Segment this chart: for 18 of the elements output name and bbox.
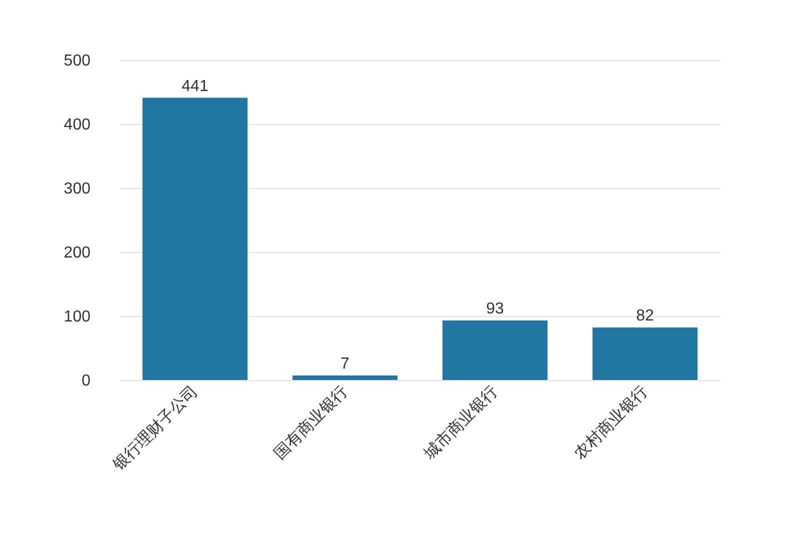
data-label: 93 <box>486 300 504 318</box>
y-tick-label: 400 <box>64 116 91 134</box>
y-tick-label: 0 <box>82 372 91 390</box>
x-tick-label: 农村商业银行 <box>570 382 652 463</box>
bar <box>592 328 698 380</box>
data-label: 82 <box>636 308 654 325</box>
x-tick-label: 银行理财子公司 <box>108 382 202 475</box>
y-tick-label: 100 <box>64 308 91 326</box>
x-tick-label: 城市商业银行 <box>420 382 502 464</box>
x-tick-label: 国有商业银行 <box>270 382 352 463</box>
y-tick-label: 500 <box>64 52 91 70</box>
data-label: 7 <box>340 356 350 373</box>
bar <box>292 376 398 380</box>
bar <box>442 320 548 380</box>
y-tick-label: 300 <box>64 180 91 198</box>
bar <box>142 98 248 380</box>
y-tick-label: 200 <box>64 244 91 262</box>
data-label: 441 <box>182 78 208 95</box>
